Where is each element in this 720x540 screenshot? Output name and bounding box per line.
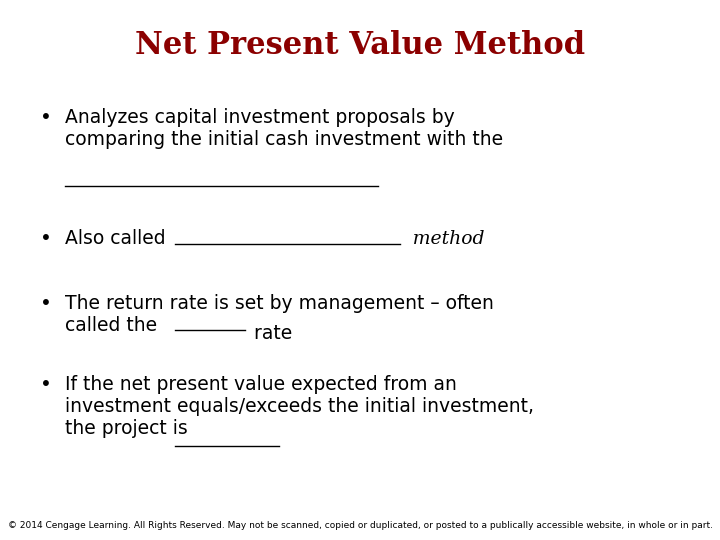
Text: Also called: Also called [65, 230, 171, 248]
Text: •: • [40, 108, 51, 127]
Text: Net Present Value Method: Net Present Value Method [135, 30, 585, 60]
Text: The return rate is set by management – often
called the: The return rate is set by management – o… [65, 294, 494, 335]
Text: rate: rate [248, 324, 292, 343]
Text: •: • [40, 230, 51, 248]
Text: •: • [40, 375, 51, 394]
Text: Analyzes capital investment proposals by
comparing the initial cash investment w: Analyzes capital investment proposals by… [65, 108, 503, 149]
Text: •: • [40, 294, 51, 313]
Text: If the net present value expected from an
investment equals/exceeds the initial : If the net present value expected from a… [65, 375, 534, 438]
Text: © 2014 Cengage Learning. All Rights Reserved. May not be scanned, copied or dupl: © 2014 Cengage Learning. All Rights Rese… [7, 521, 713, 530]
Text: method: method [403, 230, 485, 247]
